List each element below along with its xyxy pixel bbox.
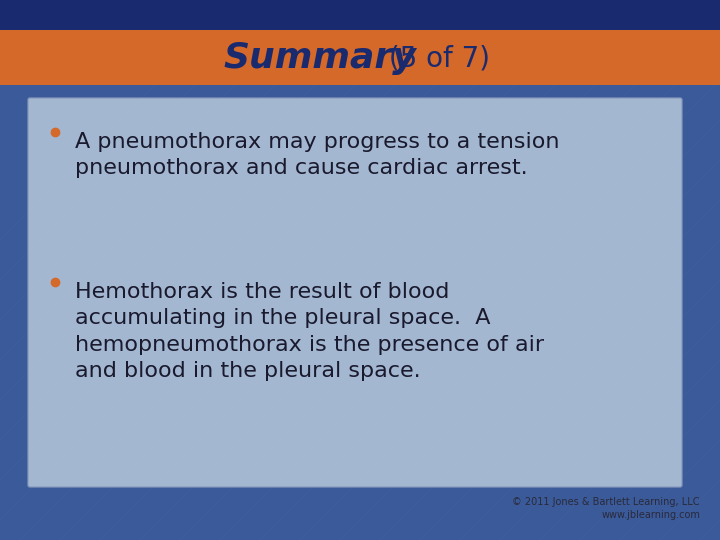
Text: Hemothorax is the result of blood
accumulating in the pleural space.  A
hemopneu: Hemothorax is the result of blood accumu… [75,282,544,381]
Text: Summary: Summary [224,41,416,75]
Text: (5 of 7): (5 of 7) [380,44,490,72]
FancyBboxPatch shape [28,98,682,487]
Text: A pneumothorax may progress to a tension
pneumothorax and cause cardiac arrest.: A pneumothorax may progress to a tension… [75,132,559,178]
Bar [0,30,720,85]
Bar [0,0,720,40]
Text: © 2011 Jones & Bartlett Learning, LLC
www.jblearning.com: © 2011 Jones & Bartlett Learning, LLC ww… [513,497,700,520]
